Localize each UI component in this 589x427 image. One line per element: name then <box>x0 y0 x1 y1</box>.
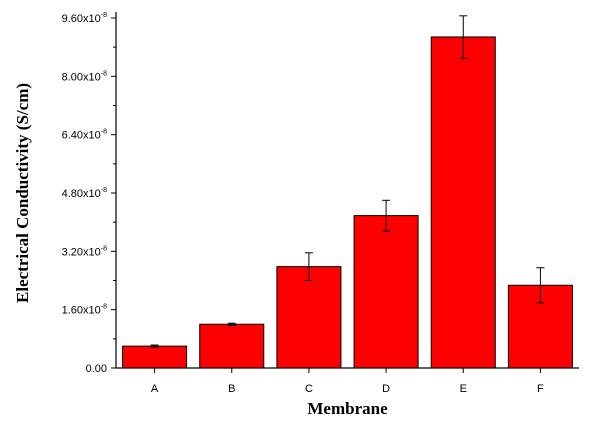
y-tick-label-exponent: -8 <box>101 70 107 77</box>
x-tick-label-B: B <box>228 383 235 395</box>
y-tick-label-exponent: -8 <box>101 129 107 136</box>
bar-C <box>276 266 342 369</box>
y-axis-title: Electrical Conductivity (S/cm) <box>13 83 32 303</box>
x-axis-title: Membrane <box>307 399 388 418</box>
y-tick-label: 8.00x10-8 <box>62 70 107 83</box>
y-tick-label: 3.20x10-8 <box>62 245 107 258</box>
y-tick-label: 0.00 <box>86 363 107 375</box>
bar-D <box>353 215 419 369</box>
x-tick-label-D: D <box>382 383 390 395</box>
axes-layer <box>111 12 579 373</box>
y-tick-label-exponent: -8 <box>101 304 107 311</box>
y-tick-label-exponent: -8 <box>101 245 107 252</box>
bar-A <box>122 345 188 369</box>
x-tick-label-C: C <box>305 383 313 395</box>
bars-layer <box>122 36 573 369</box>
labels-layer: A B C D E F 0.00 1.60x10-8 3.20x10-8 4.80x10-8 6.4… <box>62 12 544 395</box>
y-tick-label: 9.60x10-8 <box>62 12 107 25</box>
y-tick-label: 1.60x10-8 <box>62 304 107 317</box>
y-tick-label-exponent: -8 <box>101 12 107 19</box>
error-bars-layer <box>150 15 545 348</box>
bar-E <box>430 36 496 369</box>
bar-B <box>199 323 265 369</box>
y-tick-label: 6.40x10-8 <box>62 129 107 142</box>
x-tick-label-E: E <box>460 383 467 395</box>
y-tick-label: 4.80x10-8 <box>62 187 107 200</box>
x-tick-label-F: F <box>537 383 544 395</box>
y-tick-label-exponent: -8 <box>101 187 107 194</box>
x-tick-label-A: A <box>151 383 159 395</box>
